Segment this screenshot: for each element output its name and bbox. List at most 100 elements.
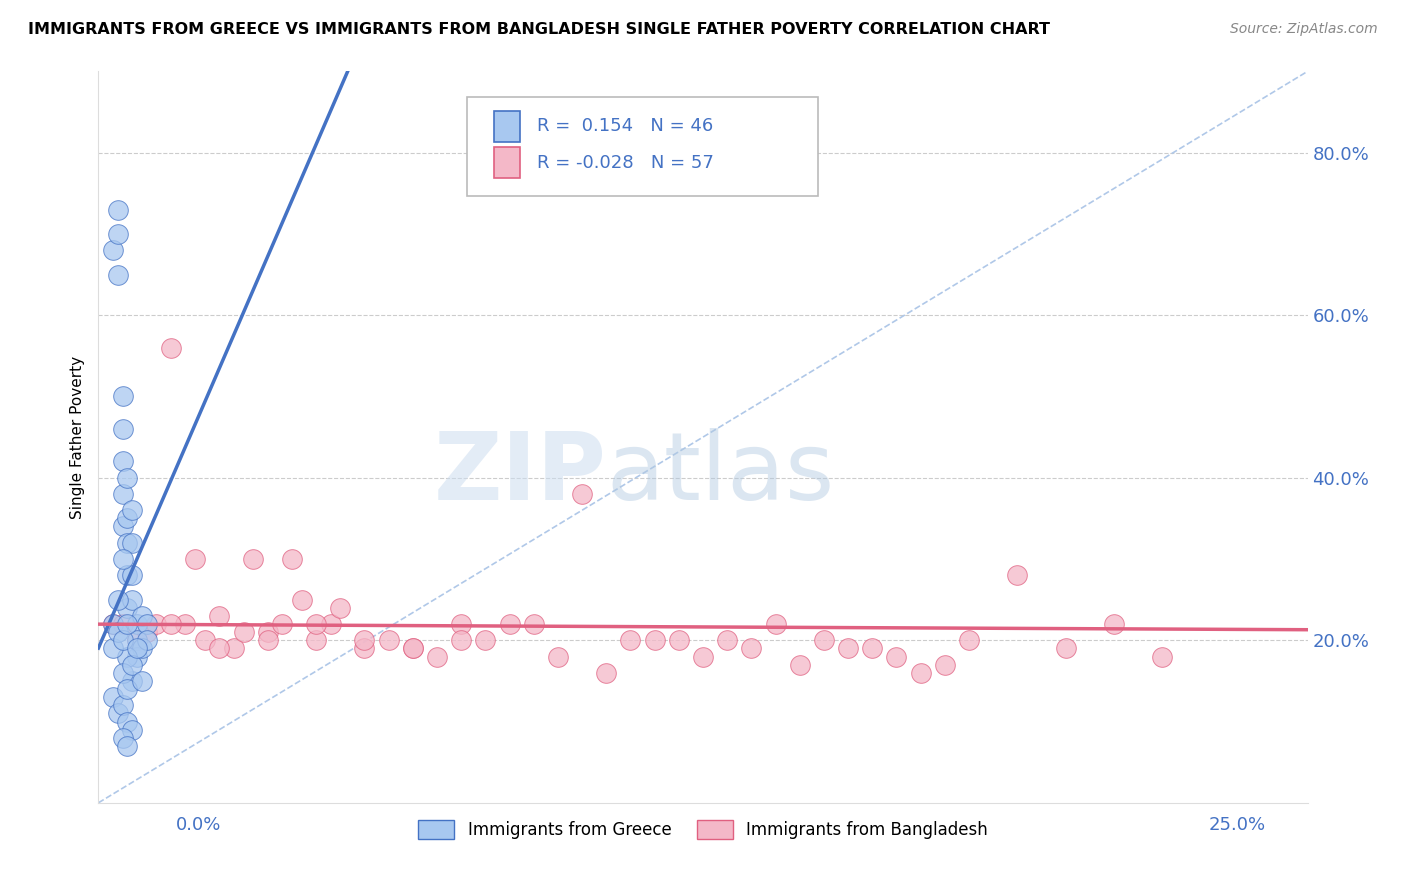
Point (111, 665, 134, 680)
Point (208, 641, 231, 656)
Point (595, 665, 617, 680)
Point (135, 633, 157, 648)
Point (426, 649, 449, 664)
Point (111, 633, 134, 648)
Point (111, 389, 134, 403)
Point (957, 633, 980, 648)
Point (107, 268, 129, 282)
Point (740, 641, 762, 656)
Point (222, 641, 245, 656)
Point (117, 649, 139, 664)
Point (101, 617, 124, 632)
Point (242, 552, 264, 566)
Point (329, 600, 352, 615)
Point (305, 633, 328, 648)
Point (121, 535, 143, 549)
Point (910, 665, 932, 680)
Point (450, 633, 472, 648)
Point (111, 422, 134, 436)
Point (135, 617, 157, 632)
Point (117, 739, 139, 753)
Point (107, 202, 129, 217)
Point (107, 592, 129, 607)
Point (1152, 649, 1174, 664)
Point (121, 592, 143, 607)
Point (547, 649, 569, 664)
Point (1102, 617, 1125, 632)
Point (377, 633, 399, 648)
Point (474, 633, 496, 648)
Point (256, 625, 278, 640)
Point (498, 617, 520, 632)
Point (121, 673, 143, 688)
Point (813, 633, 835, 648)
Point (107, 625, 129, 640)
Point (117, 471, 139, 485)
Point (523, 617, 546, 632)
Point (1007, 568, 1029, 582)
Point (121, 503, 143, 517)
Point (127, 649, 149, 664)
Point (135, 625, 157, 640)
Point (160, 617, 183, 632)
Text: atlas: atlas (606, 427, 835, 520)
Point (111, 698, 134, 713)
Point (127, 633, 149, 648)
Point (121, 723, 143, 737)
Legend: Immigrants from Greece, Immigrants from Bangladesh: Immigrants from Greece, Immigrants from … (411, 814, 995, 846)
Y-axis label: Single Father Poverty: Single Father Poverty (69, 356, 84, 518)
Point (353, 641, 375, 656)
Point (837, 641, 859, 656)
Point (184, 552, 207, 566)
Text: ZIP: ZIP (433, 427, 606, 520)
Point (305, 617, 328, 632)
Point (121, 657, 143, 672)
Point (111, 552, 134, 566)
Point (107, 227, 129, 241)
Point (131, 673, 153, 688)
Point (117, 535, 139, 549)
Point (117, 617, 139, 632)
Text: Source: ZipAtlas.com: Source: ZipAtlas.com (1230, 22, 1378, 37)
FancyBboxPatch shape (494, 147, 520, 178)
Point (281, 552, 304, 566)
Point (111, 454, 134, 468)
Point (101, 243, 124, 257)
Point (160, 341, 183, 355)
Point (131, 641, 153, 656)
FancyBboxPatch shape (467, 97, 818, 195)
Point (111, 519, 134, 533)
Point (319, 617, 342, 632)
Point (111, 617, 134, 632)
Point (571, 487, 593, 501)
FancyBboxPatch shape (494, 111, 520, 142)
Point (232, 625, 254, 640)
Point (127, 617, 149, 632)
Point (1054, 641, 1077, 656)
Text: R = -0.028   N = 57: R = -0.028 N = 57 (537, 153, 714, 172)
Point (860, 641, 883, 656)
Text: 0.0%: 0.0% (176, 816, 221, 834)
Point (107, 706, 129, 721)
Point (111, 487, 134, 501)
Point (101, 690, 124, 705)
Point (117, 568, 139, 582)
Point (402, 641, 425, 656)
Point (174, 617, 197, 632)
Point (353, 633, 375, 648)
Point (644, 633, 666, 648)
Point (402, 641, 425, 656)
Text: R =  0.154   N = 46: R = 0.154 N = 46 (537, 117, 714, 136)
Point (716, 633, 738, 648)
Point (145, 617, 167, 632)
Point (450, 617, 472, 632)
Point (117, 511, 139, 525)
Point (208, 608, 231, 623)
Point (668, 633, 690, 648)
Point (127, 633, 149, 648)
Point (934, 657, 956, 672)
Point (789, 657, 811, 672)
Point (121, 568, 143, 582)
Point (271, 617, 294, 632)
Point (117, 681, 139, 696)
